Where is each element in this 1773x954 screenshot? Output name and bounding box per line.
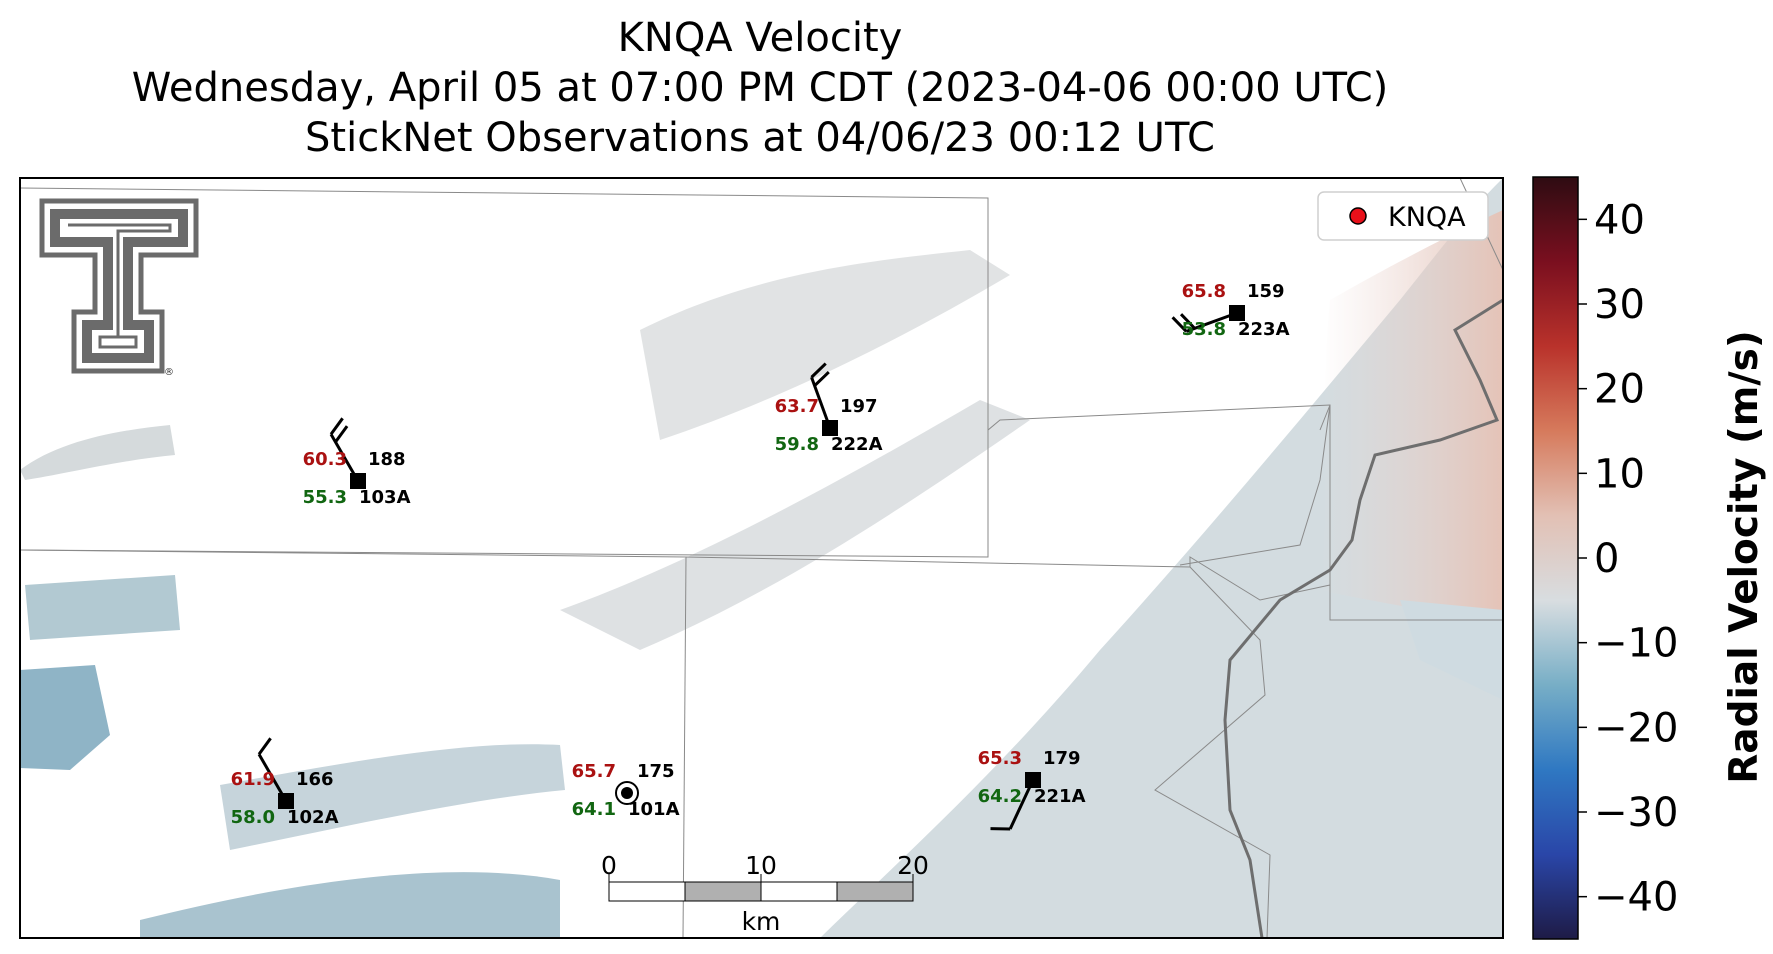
wind-barb-flag	[329, 417, 344, 436]
station-101a: 65.7 175 64.1 101A	[572, 761, 680, 820]
sticknet-stations: 60.3 188 55.3 103A 63.7 197 59.8 222A 65.8 159 53.…	[231, 281, 1290, 831]
station-222a: 63.7 197 59.8 222A	[775, 362, 883, 455]
colorbar-tick-label: 30	[1594, 282, 1645, 328]
scalebar-label-0: 0	[601, 851, 617, 880]
station-102a: 61.9 166 58.0 102A	[231, 737, 339, 828]
station-pressure: 175	[637, 761, 675, 782]
wind-barb-flag	[1179, 313, 1196, 330]
station-marker	[1025, 772, 1041, 788]
legend-frame	[1317, 191, 1489, 241]
echo-band-west	[20, 425, 175, 480]
station-temperature: 65.3	[978, 748, 1022, 769]
scalebar-seg-4	[836, 881, 914, 902]
wind-barb-flag	[1171, 316, 1188, 333]
scalebar-label-10: 10	[745, 851, 777, 880]
logo-registered-mark: ®	[164, 367, 174, 378]
station-dewpoint: 58.0	[231, 807, 275, 828]
colorbar-tick-label: 20	[1594, 367, 1645, 413]
station-103a: 60.3 188 55.3 103A	[303, 417, 411, 508]
scalebar: 0 10 20 km	[601, 851, 929, 936]
echo-band-south	[220, 744, 565, 850]
colorbar: 40 30 20 10 0 −10 −20 −30 −40 Radial Velocity (m…	[1532, 176, 1767, 940]
ttu-logo: ®	[39, 198, 199, 378]
station-dewpoint: 59.8	[775, 434, 819, 455]
echo-sector-positive	[1320, 210, 1503, 630]
station-temperature: 65.8	[1182, 281, 1226, 302]
colorbar-fill	[1532, 176, 1579, 940]
station-221a: 65.3 179 64.2 221A	[978, 748, 1086, 831]
colorbar-tick-label: −20	[1594, 705, 1678, 751]
station-marker	[621, 787, 633, 799]
county-line-south	[682, 556, 687, 939]
calm-wind-circle	[615, 781, 639, 805]
interstate-highway	[1223, 298, 1504, 939]
station-temperature: 65.7	[572, 761, 616, 782]
echo-band-south2	[140, 872, 560, 938]
station-marker	[278, 793, 294, 809]
map-panel	[19, 177, 1504, 939]
station-pressure: 188	[368, 449, 406, 470]
figure-title-observations: StickNet Observations at 04/06/23 00:12 …	[305, 115, 1215, 161]
colorbar-tick-label: −40	[1594, 875, 1678, 921]
radar-echoes	[20, 178, 1503, 938]
colorbar-tick-label: −10	[1594, 621, 1678, 667]
station-pressure: 179	[1043, 748, 1081, 769]
station-temperature: 63.7	[775, 396, 819, 417]
echo-blob-southwest	[20, 665, 110, 770]
station-dewpoint: 64.1	[572, 799, 616, 820]
wind-barb-flag	[334, 425, 349, 443]
station-marker	[822, 420, 838, 436]
scalebar-seg-3	[760, 881, 838, 902]
station-id: 103A	[359, 487, 411, 508]
station-dewpoint: 64.2	[978, 786, 1022, 807]
station-dewpoint: 53.8	[1182, 319, 1226, 340]
station-marker	[1229, 305, 1245, 321]
scalebar-label-20: 20	[897, 851, 929, 880]
political-boundaries	[19, 177, 1504, 939]
station-dewpoint: 55.3	[303, 487, 347, 508]
echo-band-north	[640, 250, 1010, 440]
colorbar-ticks: 40 30 20 10 0 −10 −20 −30 −40	[1578, 197, 1678, 921]
station-pressure: 197	[840, 396, 878, 417]
county-line-mid	[19, 549, 1271, 939]
station-marker	[350, 473, 366, 489]
station-223a: 65.8 159 53.8 223A	[1171, 281, 1290, 340]
colorbar-tick-label: 0	[1594, 536, 1619, 582]
scalebar-seg-2	[684, 881, 762, 902]
echo-negative-streaks	[1400, 600, 1503, 700]
double-t-core	[68, 223, 172, 349]
station-pressure: 166	[296, 769, 334, 790]
station-temperature: 61.9	[231, 769, 275, 790]
figure-title-radar: KNQA Velocity	[617, 15, 903, 61]
station-temperature: 60.3	[303, 449, 347, 470]
station-id: 223A	[1238, 319, 1290, 340]
station-id: 222A	[831, 434, 883, 455]
station-id: 101A	[628, 799, 680, 820]
wind-barb-flag	[257, 737, 272, 756]
station-id: 102A	[287, 807, 339, 828]
scalebar-seg-1	[608, 881, 686, 902]
wind-barb-staff	[1008, 779, 1035, 830]
colorbar-tick-label: 40	[1594, 197, 1645, 243]
legend-marker-knqa	[1349, 207, 1367, 225]
legend-label: KNQA	[1388, 202, 1466, 233]
echo-band-west2	[25, 575, 180, 640]
county-line-ne2	[1179, 404, 1331, 566]
wind-barb-flag	[813, 370, 830, 387]
colorbar-tick-label: −30	[1594, 790, 1678, 836]
station-pressure: 159	[1247, 281, 1285, 302]
echo-sector-east	[820, 178, 1503, 938]
map-frame	[19, 177, 1504, 939]
scalebar-unit: km	[742, 907, 781, 936]
echo-band-middle	[560, 400, 1030, 650]
colorbar-label: Radial Velocity (m/s)	[1722, 330, 1767, 783]
county-line-ne	[987, 198, 1331, 620]
legend-box: KNQA	[1317, 191, 1489, 241]
figure-title-datetime: Wednesday, April 05 at 07:00 PM CDT (202…	[131, 65, 1389, 111]
wind-barb-flag	[810, 362, 827, 379]
station-id: 221A	[1034, 786, 1086, 807]
colorbar-tick-label: 10	[1594, 451, 1645, 497]
